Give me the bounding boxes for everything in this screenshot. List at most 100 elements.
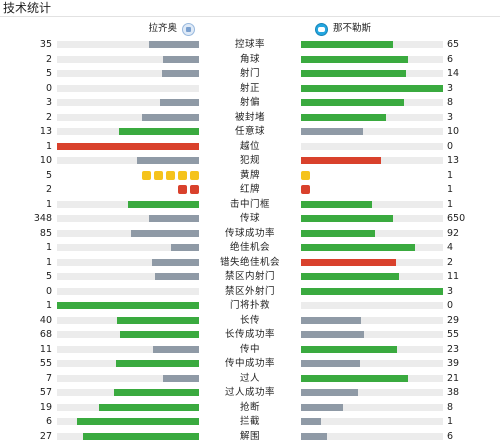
away-value: 65: [447, 39, 460, 50]
yellow-cards-home: [142, 170, 199, 180]
home-bar-track: [57, 70, 199, 77]
home-bar: [149, 41, 199, 48]
home-bar-track: [57, 128, 199, 135]
stat-label: 绝佳机会: [229, 242, 270, 253]
away-bar-track: [301, 302, 443, 309]
away-bar-track: [301, 229, 443, 237]
stat-row: 348 传球 650: [0, 212, 500, 226]
home-bar-track: [57, 287, 199, 295]
stat-label: 角球: [239, 53, 260, 65]
away-value: 55: [447, 329, 460, 340]
away-bar-track: [301, 41, 443, 48]
yellow-cards-away: [301, 170, 310, 180]
home-value: 40: [39, 314, 52, 326]
away-bar: [301, 432, 327, 440]
away-bar-track: [301, 99, 443, 106]
home-value: 55: [39, 358, 52, 369]
away-bar: [301, 360, 360, 367]
away-bar-track: [301, 287, 443, 295]
home-value: 2: [45, 184, 52, 195]
away-value: 650: [447, 213, 466, 224]
home-bar-track: [57, 215, 199, 222]
away-value: 1: [447, 416, 454, 427]
home-bar-track: [57, 244, 199, 251]
stat-row: 5 射门 14: [0, 67, 500, 81]
stat-row: 1 击中门框 1: [0, 198, 500, 212]
stat-row: 1 越位 0: [0, 140, 500, 154]
stat-label: 抢断: [239, 401, 260, 413]
home-bar: [77, 418, 199, 425]
away-value: 23: [447, 343, 460, 355]
home-bar-track: [57, 316, 199, 324]
stat-label: 击中门框: [229, 198, 270, 210]
home-team-header: 拉齐奥: [148, 22, 195, 36]
home-value: 11: [39, 343, 52, 355]
home-value: 27: [39, 430, 52, 442]
stat-row: 40 长传 29: [0, 314, 500, 328]
away-bar-track: [301, 200, 443, 208]
stat-label: 射正: [239, 82, 260, 94]
stat-label: 传中: [239, 343, 260, 355]
away-team-name: 那不勒斯: [333, 23, 372, 34]
away-value: 13: [447, 155, 460, 166]
home-bar: [152, 258, 199, 266]
away-value: 39: [447, 358, 460, 369]
away-bar: [301, 345, 397, 353]
away-bar: [301, 128, 363, 135]
yellow-card-icon: [142, 170, 151, 180]
stat-label: 长传: [239, 314, 260, 326]
home-bar: [57, 302, 199, 309]
home-bar-track: [57, 331, 199, 338]
stat-row: 10 犯规 13: [0, 154, 500, 168]
away-bar: [301, 273, 399, 280]
stat-label: 射偏: [239, 97, 260, 108]
away-value: 3: [447, 285, 454, 297]
away-value: 21: [447, 372, 460, 384]
away-bar: [301, 70, 406, 77]
away-bar-track: [301, 55, 443, 63]
stat-row: 0 禁区外射门 3: [0, 285, 500, 299]
away-bar: [301, 389, 358, 396]
away-bar-track: [301, 345, 443, 353]
stat-label: 任意球: [234, 126, 265, 137]
stat-row: 55 传中成功率 39: [0, 357, 500, 371]
away-value: 29: [447, 314, 460, 326]
title-bar: 技术统计: [0, 0, 500, 17]
home-value: 5: [45, 169, 52, 181]
home-bar: [160, 99, 199, 106]
away-value: 0: [447, 140, 454, 152]
home-value: 1: [45, 140, 52, 152]
away-bar-track: [301, 128, 443, 135]
home-value: 1: [45, 198, 52, 210]
away-value: 8: [447, 401, 454, 413]
home-bar-track: [57, 84, 199, 92]
stat-row: 2 被封堵 3: [0, 111, 500, 125]
stat-row: 5 禁区内射门 11: [0, 270, 500, 284]
home-bar: [142, 113, 199, 121]
away-value: 3: [447, 82, 454, 94]
home-bar: [163, 55, 199, 63]
stat-label: 禁区外射门: [224, 285, 275, 297]
home-bar-track: [57, 113, 199, 121]
away-bar: [301, 287, 443, 295]
away-bar-track: [301, 360, 443, 367]
away-bar-track: [301, 403, 443, 411]
home-value: 0: [45, 285, 52, 297]
away-value: 3: [447, 111, 454, 123]
away-bar: [301, 418, 321, 425]
away-bar-track: [301, 113, 443, 121]
away-bar-track: [301, 70, 443, 77]
away-bar-track: [301, 432, 443, 440]
home-bar: [163, 374, 199, 382]
home-value: 2: [45, 53, 52, 65]
home-value: 13: [39, 126, 52, 137]
stat-row: 1 门将扑救 0: [0, 299, 500, 313]
away-value: 6: [447, 53, 454, 65]
home-value: 85: [39, 227, 52, 239]
away-value: 38: [447, 387, 460, 398]
away-bar-track: [301, 418, 443, 425]
stat-label: 犯规: [239, 155, 260, 166]
stat-label: 红牌: [239, 184, 260, 195]
away-value: 4: [447, 242, 454, 253]
stat-row: 7 过人 21: [0, 372, 500, 386]
